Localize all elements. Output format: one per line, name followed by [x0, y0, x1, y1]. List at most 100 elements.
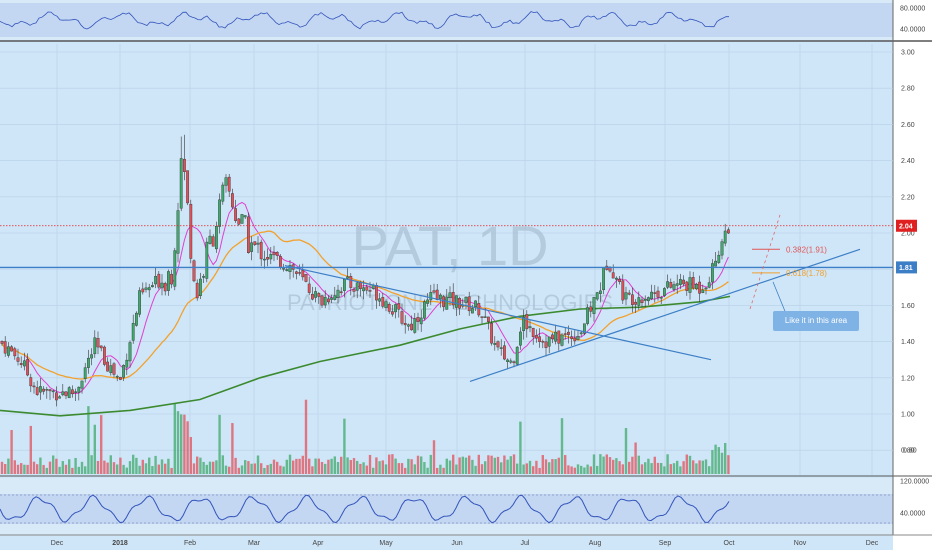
candle-body — [707, 282, 711, 288]
candle-body — [413, 318, 417, 333]
volume-bar — [698, 460, 701, 474]
candle-body — [90, 354, 94, 359]
candle-body — [70, 389, 74, 395]
volume-bar — [32, 461, 36, 474]
volume-bar — [682, 461, 685, 474]
volume-bar — [368, 454, 372, 474]
volume-bar — [356, 460, 359, 474]
candle-body — [208, 235, 212, 244]
volume-bar — [330, 458, 333, 474]
ascending-trendline[interactable] — [469, 248, 861, 382]
volume-bar — [20, 463, 23, 474]
candle-body — [295, 271, 298, 274]
volume-bar — [727, 455, 730, 474]
volume-bar — [311, 466, 314, 474]
volume-bar — [688, 455, 692, 474]
lower-indicator-tick: 40.0000 — [900, 511, 925, 518]
candle-body — [538, 336, 542, 342]
candle-body — [535, 335, 538, 339]
candle-body — [67, 387, 71, 399]
upper-indicator-tick: 80.0000 — [900, 6, 925, 13]
candle-body — [346, 276, 349, 279]
volume-bar — [496, 456, 500, 474]
candle-body — [643, 298, 647, 301]
support-badge-text: 1.81 — [899, 265, 913, 272]
volume-bar — [253, 463, 256, 474]
volume-bar — [528, 460, 532, 474]
fib-level-label: 0.618(1.78) — [786, 269, 827, 278]
volume-bar — [212, 461, 215, 474]
volume-bar — [0, 461, 4, 474]
candle-body — [83, 367, 87, 379]
candle-body — [490, 322, 493, 344]
candle-body — [426, 299, 429, 304]
volume-bar — [605, 454, 608, 474]
volume-bar — [256, 455, 260, 474]
candle-body — [214, 225, 218, 250]
candle-body — [650, 291, 654, 300]
volume-bar — [676, 460, 679, 474]
candle-body — [250, 242, 253, 252]
time-tick-label: Nov — [794, 540, 807, 547]
volume-bar — [231, 423, 234, 474]
candle-body — [474, 300, 477, 308]
volume-bar — [631, 456, 634, 474]
candle-body — [333, 295, 337, 300]
volume-bar — [365, 465, 368, 474]
volume-bar — [487, 455, 490, 474]
candle-body — [416, 317, 420, 322]
candle-body — [701, 289, 705, 293]
candle-body — [544, 341, 548, 348]
candle-body — [6, 346, 10, 356]
descending-trendline[interactable] — [284, 264, 712, 361]
candle-body — [192, 260, 196, 282]
time-tick-label: Sep — [659, 540, 672, 547]
volume-bar — [644, 462, 647, 474]
volume-bar — [404, 467, 407, 474]
volume-bar — [423, 462, 426, 474]
volume-bar — [260, 463, 263, 474]
volume-bar — [660, 463, 663, 474]
volume-bar — [564, 455, 567, 474]
volume-bar — [39, 457, 42, 474]
candle-body — [515, 346, 519, 365]
candle-body — [343, 279, 346, 291]
volume-bar — [426, 467, 429, 474]
candle-body — [160, 282, 164, 289]
volume-bar — [87, 406, 90, 474]
volume-bar — [516, 463, 519, 474]
volume-bar — [93, 424, 96, 474]
candle-body — [266, 257, 269, 260]
candle-body — [640, 299, 644, 303]
candle-body — [141, 288, 145, 293]
volume-bar — [237, 467, 240, 474]
volume-bar — [416, 455, 420, 474]
volume-bar — [266, 465, 269, 474]
candle-body — [455, 295, 458, 308]
last-price-badge — [896, 219, 917, 232]
candle-body — [32, 385, 36, 388]
candle-body — [282, 268, 285, 270]
candle-body — [637, 297, 641, 306]
volume-bar — [141, 459, 144, 474]
candle-body — [519, 331, 522, 346]
volume-bar — [304, 399, 308, 474]
upper-indicator-tick: 40.0000 — [900, 27, 925, 34]
candle-body — [311, 293, 314, 300]
volume-bar — [295, 458, 298, 474]
time-tick-label: Apr — [313, 540, 325, 547]
price-axis-panel — [893, 0, 932, 550]
candle-body — [109, 365, 113, 373]
candle-body — [403, 323, 407, 326]
candle-body — [243, 215, 247, 218]
volume-bar — [320, 461, 324, 474]
main-pane — [0, 44, 893, 475]
candle-body — [19, 363, 23, 365]
volume-bar — [468, 455, 471, 474]
candle-body — [471, 308, 474, 314]
candle-body — [301, 270, 305, 278]
last-price-badge-text: 2.04 — [899, 223, 913, 230]
volume-bar — [477, 454, 480, 474]
volume-bar — [506, 459, 509, 474]
